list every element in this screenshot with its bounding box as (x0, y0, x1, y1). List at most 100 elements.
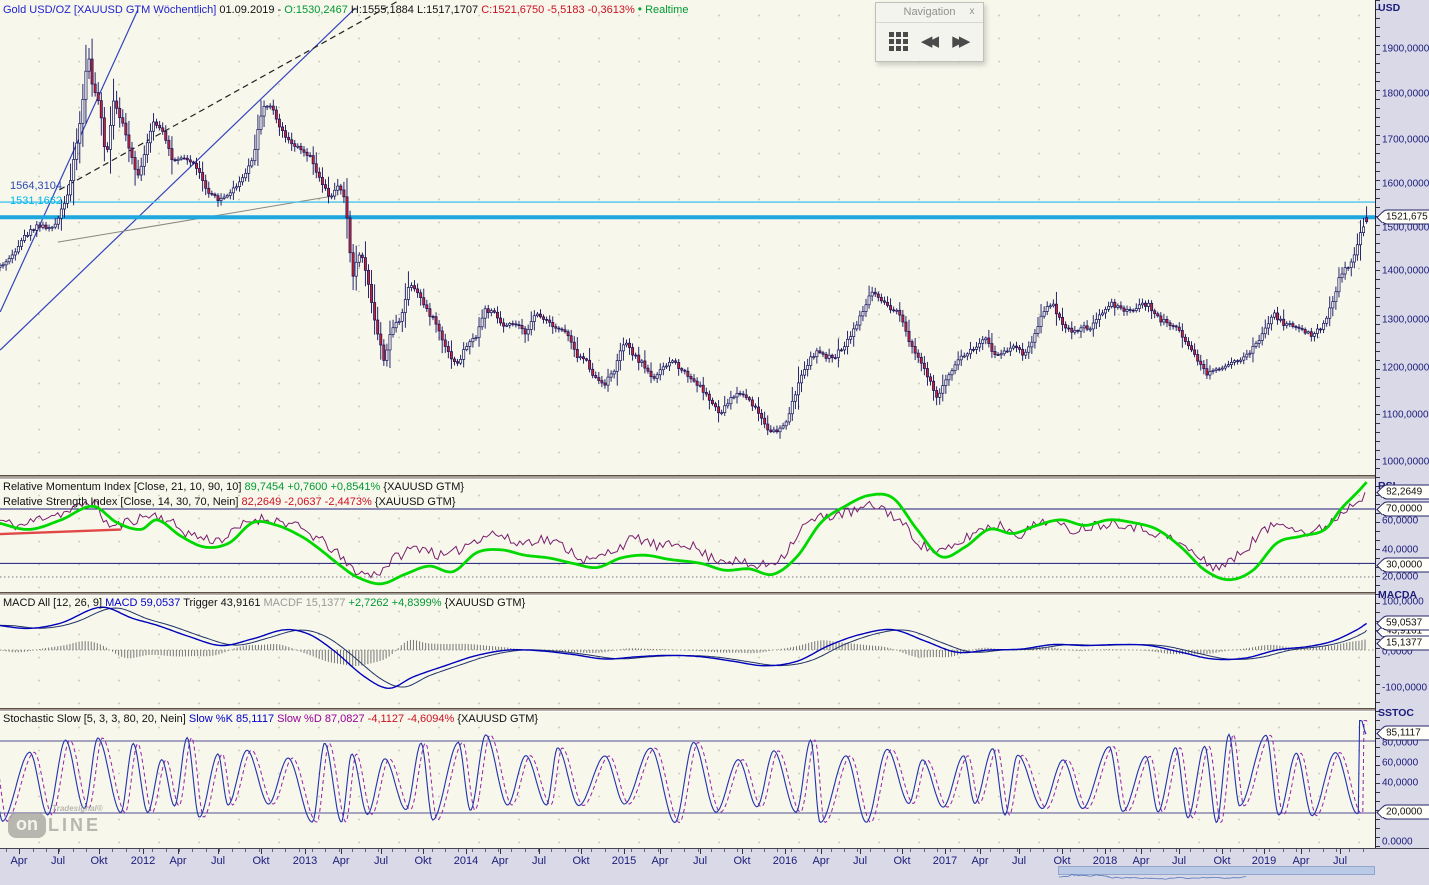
axis-tick-label: 1300,0000 (1382, 314, 1429, 326)
time-axis-minor-tick (1030, 849, 1031, 852)
time-axis-tick (58, 849, 59, 854)
time-axis-minor-tick (485, 849, 486, 852)
time-axis-tick (1062, 849, 1063, 854)
axis-tick-label: 20,0000 (1382, 571, 1419, 583)
axis-tick-label: 1500,0000 (1382, 222, 1429, 234)
rmi-symbol: {XAUUSD GTM} (383, 481, 465, 493)
price-chart-canvas[interactable] (0, 0, 1375, 475)
time-axis-minor-tick (658, 849, 659, 852)
rmi-header: Relative Momentum Index [Close, 21, 10, … (3, 481, 464, 493)
axis-tick-label: 0.0000 (1382, 836, 1413, 848)
time-axis-minor-tick (884, 849, 885, 852)
time-axis-minor-tick (472, 849, 473, 852)
time-axis-label: Apr (332, 855, 350, 867)
macd-panel[interactable]: MACD All [12, 26, 9] MACD 59,0537 Trigge… (0, 596, 1375, 708)
header-high-low: H:1555,1884 L:1517,1707 (350, 4, 479, 16)
time-axis-minor-tick (206, 849, 207, 852)
price-scale-axis[interactable]: USDRSIMACDASSTOC1900,00001800,00001700,0… (1375, 0, 1429, 848)
scroll-navigator[interactable] (1058, 866, 1375, 880)
time-axis-minor-tick (684, 849, 685, 852)
panel-divider[interactable] (0, 708, 1375, 712)
watermark-brand-text: Tradesignal® (52, 804, 103, 813)
axis-tick-label: 60,0000 (1382, 757, 1419, 769)
price-line-label-1531: 1531,1662 (10, 195, 62, 207)
header-close-change: C:1521,6750 -5,5183 -0,3613% (481, 4, 635, 16)
time-axis-minor-tick (86, 849, 87, 852)
time-axis-minor-tick (578, 849, 579, 852)
time-axis-minor-tick (46, 849, 47, 852)
rsi-chart-canvas[interactable] (0, 480, 1375, 592)
time-axis-minor-tick (1083, 849, 1084, 852)
time-axis-tick (99, 849, 100, 854)
rsi-panel[interactable]: Relative Momentum Index [Close, 21, 10, … (0, 480, 1375, 592)
price-tag: 85,1117 (1381, 725, 1429, 741)
time-axis-tick (1264, 849, 1265, 854)
time-axis-label: Okt (572, 855, 590, 867)
time-axis-minor-tick (1123, 849, 1124, 852)
time-axis-minor-tick (990, 849, 991, 852)
time-axis-label: 2016 (772, 855, 798, 867)
time-axis-label: 2019 (1251, 855, 1277, 867)
panel-divider[interactable] (0, 475, 1375, 480)
macd-change: +2,7262 +4,8399% (348, 597, 442, 609)
watermark-on-box: on (8, 813, 46, 838)
time-axis-label: Jul (531, 855, 547, 867)
axis-tick-label: 60,0000 (1382, 515, 1419, 527)
stoch-change: -4,1127 -4,6094% (367, 713, 455, 725)
time-axis-minor-tick (339, 849, 340, 852)
rsi-name: Relative Strength Index [Close, 14, 30, … (3, 496, 239, 508)
close-icon[interactable]: x (969, 6, 975, 17)
macd-chart-canvas[interactable] (0, 596, 1375, 708)
time-axis-minor-tick (1190, 849, 1191, 852)
step-backward-button[interactable]: ◀◀ (920, 33, 939, 50)
stochastic-panel[interactable]: Tradesignal® on LINE Stochastic Slow [5,… (0, 712, 1375, 848)
time-axis-minor-tick (1363, 849, 1364, 852)
time-axis-minor-tick (272, 849, 273, 852)
time-axis-label: Okt (252, 855, 270, 867)
grid-view-button[interactable] (888, 31, 908, 51)
price-tag: 15,1377 (1381, 635, 1429, 651)
axis-tick-label: 1900,0000 (1382, 43, 1429, 55)
time-axis-minor-tick (1097, 849, 1098, 852)
macd-header: MACD All [12, 26, 9] MACD 59,0537 Trigge… (3, 597, 525, 609)
time-axis-minor-tick (33, 849, 34, 852)
axis-tick-label: 1100,0000 (1382, 409, 1429, 421)
time-axis-minor-tick (299, 849, 300, 852)
axis-tick-label: 40,0000 (1382, 544, 1419, 556)
time-axis-minor-tick (6, 849, 7, 852)
time-axis-minor-tick (1323, 849, 1324, 852)
time-axis-label: Okt (893, 855, 911, 867)
navigation-dialog-title[interactable]: Navigation x (876, 3, 983, 23)
stochastic-chart-canvas[interactable] (0, 712, 1375, 848)
time-axis-tick (581, 849, 582, 854)
time-axis-minor-tick (964, 849, 965, 852)
time-axis-minor-tick (245, 849, 246, 852)
time-scale-axis[interactable]: Apr Jul Okt 2012 Apr Jul Okt 2013 Apr Jul Okt 2014 A… (0, 848, 1429, 880)
time-axis-minor-tick (285, 849, 286, 852)
time-axis-minor-tick (737, 849, 738, 852)
price-line-label-1564: 1564,3104 (10, 180, 62, 192)
time-axis-tick (218, 849, 219, 854)
panel-divider[interactable] (0, 592, 1375, 596)
time-axis-minor-tick (777, 849, 778, 852)
time-axis-minor-tick (1269, 849, 1270, 852)
chart-area[interactable]: Gold USD/OZ [XAUUSD GTM Wöchentlich] 01.… (0, 0, 1375, 848)
time-axis-label: Apr (651, 855, 669, 867)
price-tag: 30,0000 (1381, 557, 1429, 573)
axis-tick-label: 1000,0000 (1382, 456, 1429, 468)
stoch-d-value: Slow %D 87,0827 (277, 713, 365, 725)
time-axis-label: Apr (1292, 855, 1310, 867)
time-axis-minor-tick (924, 849, 925, 852)
time-axis-minor-tick (166, 849, 167, 852)
header-open: O:1530,2467 (284, 4, 348, 16)
price-panel[interactable]: Gold USD/OZ [XAUUSD GTM Wöchentlich] 01.… (0, 0, 1375, 475)
time-axis-label: Apr (10, 855, 28, 867)
time-axis-minor-tick (418, 849, 419, 852)
time-axis-minor-tick (392, 849, 393, 852)
time-axis-tick (1222, 849, 1223, 854)
axis-section-label: MACDA (1378, 589, 1418, 601)
time-axis-minor-tick (1003, 849, 1004, 852)
step-forward-button[interactable]: ▶▶ (952, 33, 970, 50)
time-axis-minor-tick (1230, 849, 1231, 852)
